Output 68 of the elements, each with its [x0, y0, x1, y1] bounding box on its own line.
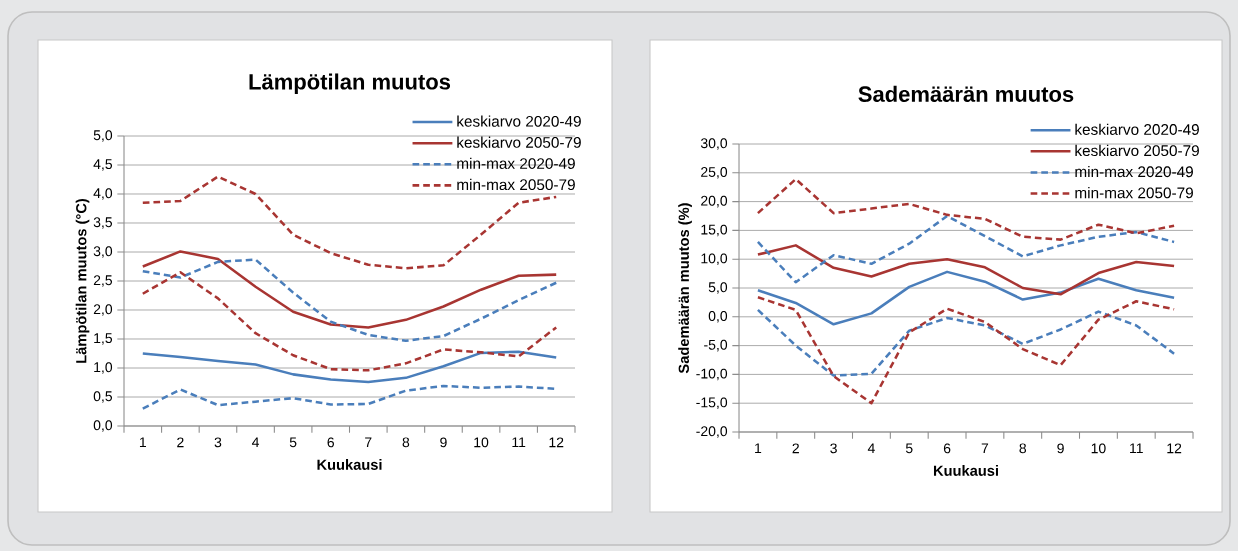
x-tick-label: 11	[512, 437, 526, 448]
y-tick-label: 3,0	[93, 246, 113, 258]
legend-label: keskiarvo 2020-49	[1075, 123, 1199, 135]
x-tick-label: 10	[474, 437, 489, 448]
x-tick-label: 6	[327, 437, 334, 448]
y-tick-label: -20,0	[696, 426, 728, 438]
x-axis-title: Kuukausi	[317, 459, 382, 470]
y-tick-label: 0,5	[93, 391, 113, 403]
y-tick-label: 5,0	[93, 130, 113, 142]
x-tick-label: 3	[214, 437, 222, 448]
y-tick-label: 10,0	[701, 253, 728, 265]
line-series	[756, 308, 1176, 377]
y-tick-label: 4,5	[93, 159, 113, 171]
line-series	[141, 350, 558, 384]
y-tick-label: 25,0	[701, 167, 728, 179]
y-axis-title: Lämpötilan muutos (°C)	[75, 198, 90, 363]
legend-label: keskiarvo 2050-79	[457, 136, 581, 148]
line-series	[141, 271, 558, 372]
x-tick-label: 12	[549, 437, 564, 448]
y-tick-label: 1,5	[94, 333, 113, 345]
line-series	[141, 250, 558, 329]
line-series	[756, 270, 1176, 326]
legend-label: min-max 2020-49	[1075, 165, 1193, 178]
y-tick-label: 0,0	[93, 420, 113, 432]
chart-title: Sademäärän muutos	[858, 85, 1074, 102]
y-tick-label: 5,0	[708, 282, 728, 294]
x-tick-label: 12	[1167, 443, 1182, 454]
x-tick-label: 7	[981, 443, 989, 454]
y-tick-label: 2,0	[93, 304, 113, 316]
x-tick-label: 10	[1091, 443, 1106, 454]
y-tick-label: 1,0	[94, 362, 113, 374]
chart-title: Lämpötilan muutos	[249, 73, 451, 94]
x-tick-label: 7	[365, 437, 372, 448]
y-tick-label: 15,0	[701, 224, 728, 237]
y-tick-label: 2,5	[93, 275, 113, 287]
x-tick-label: 1	[139, 437, 146, 448]
line-series	[756, 295, 1176, 405]
y-tick-label: -15,0	[696, 397, 728, 409]
x-tick-label: 6	[943, 443, 951, 454]
x-tick-label: 2	[792, 443, 799, 454]
x-tick-label: 1	[755, 443, 762, 454]
y-tick-label: 0,0	[708, 311, 728, 323]
x-tick-label: 8	[1019, 443, 1027, 454]
x-axis-title: Kuukausi	[933, 465, 998, 476]
line-series	[141, 258, 558, 343]
y-tick-label: 3,5	[93, 217, 113, 229]
legend-label: keskiarvo 2020-49	[457, 115, 581, 127]
x-tick-label: 8	[402, 437, 410, 448]
x-tick-label: 5	[289, 437, 297, 448]
y-tick-label: 30,0	[700, 138, 728, 150]
y-tick-label: -10,0	[696, 368, 728, 381]
x-tick-label: 4	[867, 443, 875, 454]
y-tick-label: -5,0	[704, 339, 728, 352]
line-series	[756, 244, 1176, 296]
x-tick-label: 4	[251, 437, 260, 448]
x-tick-label: 11	[1130, 443, 1143, 454]
y-axis-title: Sademäärän muutos (%)	[678, 203, 692, 374]
legend-label: min-max 2020-49	[457, 157, 575, 169]
legend-label: min-max 2050-79	[1075, 187, 1193, 199]
legend-label: min-max 2050-79	[457, 178, 575, 191]
x-tick-label: 9	[440, 437, 447, 448]
x-tick-label: 5	[905, 443, 913, 454]
x-tick-label: 2	[177, 437, 184, 448]
y-tick-label: 4,0	[93, 188, 113, 200]
legend-label: keskiarvo 2050-79	[1075, 144, 1199, 157]
x-tick-label: 9	[1057, 443, 1064, 454]
x-tick-label: 3	[830, 443, 837, 454]
y-tick-label: 20,0	[701, 195, 728, 208]
